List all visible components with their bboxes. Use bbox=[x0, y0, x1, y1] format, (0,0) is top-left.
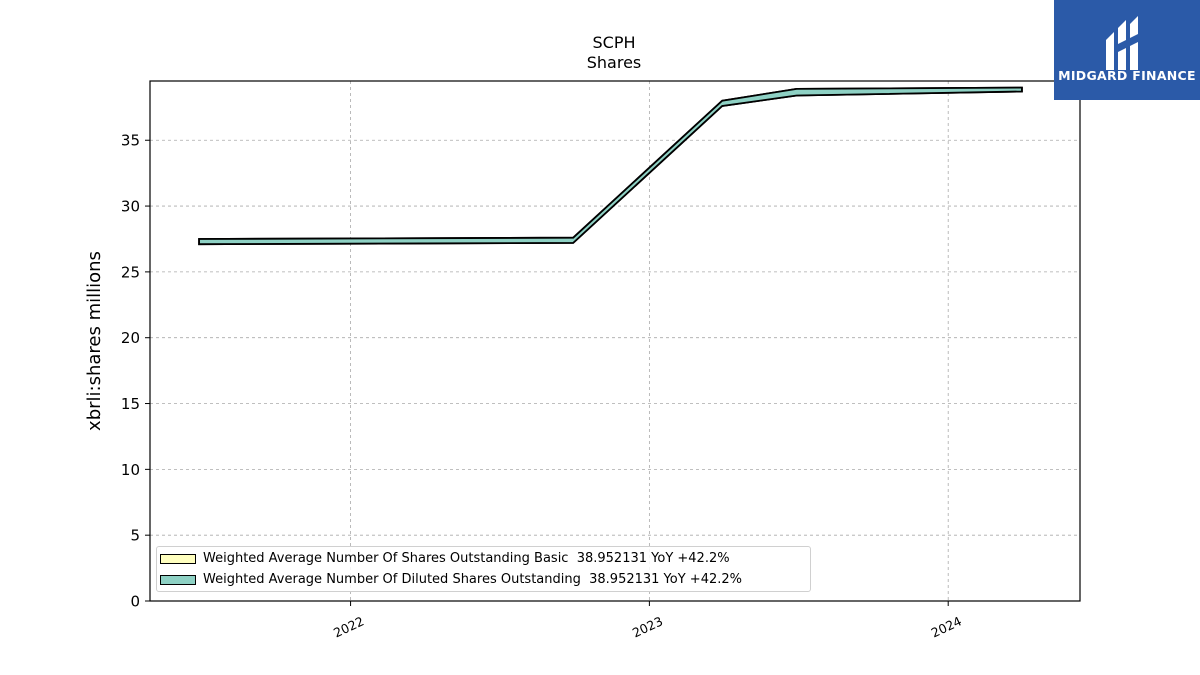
y-axis: 0 5 10 15 20 25 30 35 bbox=[121, 132, 150, 611]
x-tick-label: 2023 bbox=[630, 613, 665, 640]
y-tick-label: 25 bbox=[121, 263, 140, 281]
y-axis-label: xbrli:shares millions bbox=[84, 251, 105, 431]
x-axis: 2022 2023 2024 bbox=[331, 601, 964, 640]
y-tick-label: 30 bbox=[121, 198, 140, 216]
legend-item: Weighted Average Number Of Shares Outsta… bbox=[157, 549, 730, 569]
logo-text: MIDGARD FINANCE bbox=[1058, 68, 1196, 83]
y-tick-label: 15 bbox=[121, 395, 140, 413]
legend-swatch-diluted bbox=[160, 575, 196, 585]
y-tick-label: 10 bbox=[121, 461, 140, 479]
y-tick-label: 0 bbox=[130, 593, 140, 611]
series-band-1 bbox=[198, 86, 1023, 246]
y-tick-label: 5 bbox=[130, 527, 140, 545]
chart-subtitle: Shares bbox=[586, 53, 642, 72]
x-tick-label: 2022 bbox=[331, 613, 366, 640]
legend: Weighted Average Number Of Shares Outsta… bbox=[156, 546, 811, 592]
chart-title: SCPH bbox=[592, 33, 636, 52]
brand-logo: MIDGARD FINANCE bbox=[1054, 0, 1200, 100]
midgard-monogram-icon bbox=[1106, 16, 1138, 70]
x-tick-label: 2024 bbox=[929, 613, 964, 640]
legend-item: Weighted Average Number Of Diluted Share… bbox=[157, 570, 742, 590]
y-tick-label: 35 bbox=[121, 132, 140, 150]
legend-label: Weighted Average Number Of Diluted Share… bbox=[203, 572, 742, 587]
plot-frame bbox=[149, 80, 1081, 602]
series-group bbox=[198, 86, 1023, 246]
legend-swatch-basic bbox=[160, 554, 196, 564]
y-tick-label: 20 bbox=[121, 329, 140, 347]
legend-label: Weighted Average Number Of Shares Outsta… bbox=[203, 551, 730, 566]
grid-lines bbox=[150, 81, 1080, 601]
series-band-0 bbox=[198, 86, 1023, 246]
